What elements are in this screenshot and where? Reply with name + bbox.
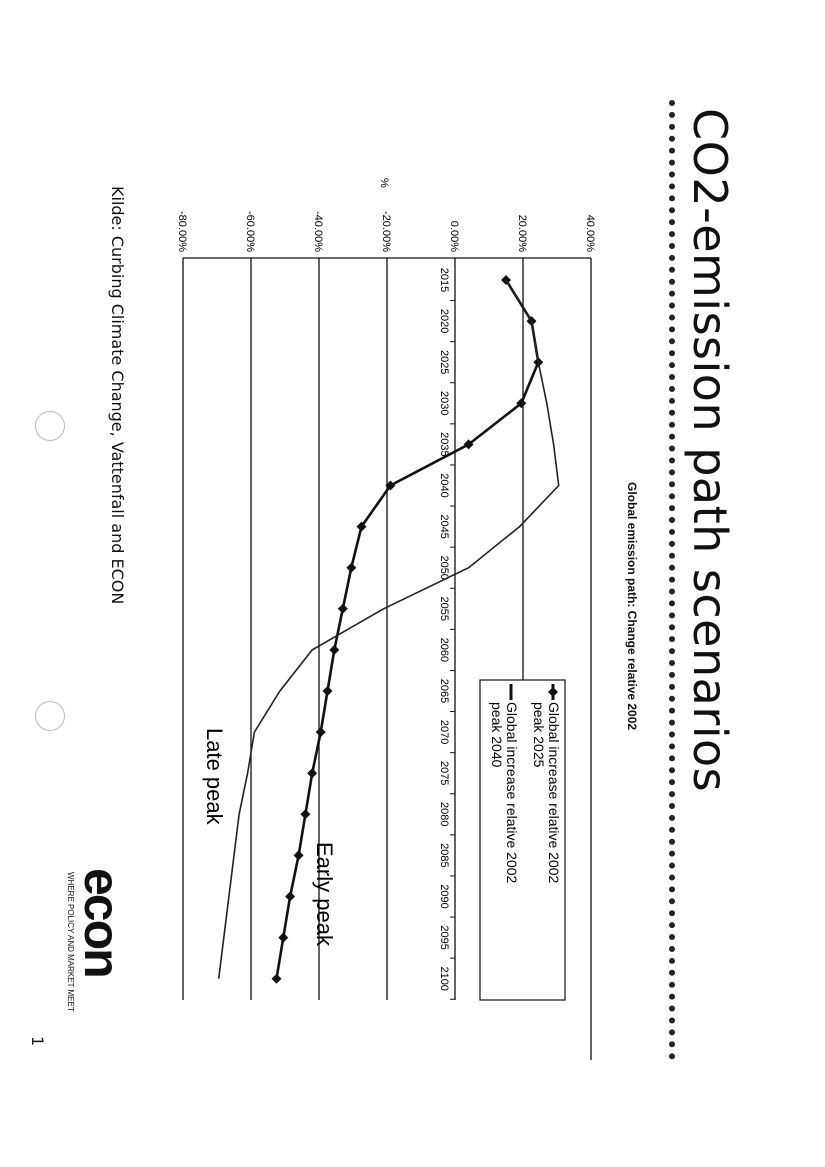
legend-label-line: Global increase relative 2002	[546, 702, 562, 884]
y-tick-label: -60.00%	[244, 211, 256, 252]
data-point	[356, 521, 367, 532]
x-tick-label: 2015	[438, 268, 450, 292]
data-point	[293, 850, 304, 861]
econ-logo: econ	[74, 868, 130, 977]
data-point	[516, 398, 527, 409]
x-tick-label: 2060	[438, 638, 450, 662]
source-note: Kilde: Curbing Climate Change, Vattenfal…	[108, 186, 127, 605]
legend-label-line: peak 2025	[531, 702, 547, 768]
x-tick-label: 2050	[438, 555, 450, 579]
y-tick-label: -40.00%	[312, 211, 324, 252]
x-tick-label: 2035	[438, 432, 450, 456]
x-tick-label: 2030	[438, 391, 450, 415]
x-tick-label: 2085	[438, 843, 450, 867]
data-point	[285, 891, 296, 902]
x-tick-label: 2040	[438, 473, 450, 497]
legend-label-line: peak 2040	[489, 702, 505, 768]
data-point	[385, 480, 396, 491]
data-point	[346, 562, 357, 573]
data-point	[300, 809, 311, 820]
x-tick-label: 2100	[438, 966, 450, 990]
x-tick-label: 2020	[438, 309, 450, 333]
legend-label: Global increase relative 2002peak 2040	[489, 702, 520, 884]
y-tick-label: 0.00%	[448, 221, 460, 252]
data-point	[278, 932, 289, 943]
legend-label: Global increase relative 2002peak 2025	[531, 702, 562, 884]
annotation-early-peak: Early peak	[312, 842, 337, 947]
page-number: 1	[28, 1036, 47, 1047]
data-point	[322, 686, 333, 696]
data-point	[463, 439, 474, 450]
x-tick-label: 2045	[438, 514, 450, 538]
y-tick-label: -80.00%	[176, 211, 188, 252]
y-tick-label: -20.00%	[380, 211, 392, 252]
data-point	[337, 603, 348, 614]
punch-hole	[35, 701, 65, 731]
x-tick-label: 2080	[438, 802, 450, 826]
x-tick-label: 2025	[438, 350, 450, 374]
data-point	[329, 644, 340, 655]
x-tick-label: 2070	[438, 720, 450, 744]
y-axis-label: %	[378, 178, 390, 188]
x-tick-label: 2075	[438, 761, 450, 785]
x-tick-label: 2090	[438, 884, 450, 908]
legend-marker	[548, 687, 558, 697]
x-tick-label: 2065	[438, 679, 450, 703]
x-tick-label: 2095	[438, 925, 450, 949]
legend-label-line: Global increase relative 2002	[504, 702, 520, 884]
punch-hole	[35, 411, 65, 441]
annotation-late-peak: Late peak	[202, 728, 227, 826]
series-line-1	[275, 279, 540, 979]
series-line-2	[217, 279, 560, 979]
x-tick-label: 2055	[438, 597, 450, 621]
logo-tagline: WHERE POLICY AND MARKET MEET	[66, 872, 75, 1012]
data-point	[315, 727, 326, 738]
y-tick-label: 40.00%	[584, 215, 596, 253]
legend	[479, 679, 566, 1001]
y-tick-label: 20.00%	[516, 215, 528, 253]
data-point	[271, 973, 282, 984]
data-point	[307, 768, 318, 779]
